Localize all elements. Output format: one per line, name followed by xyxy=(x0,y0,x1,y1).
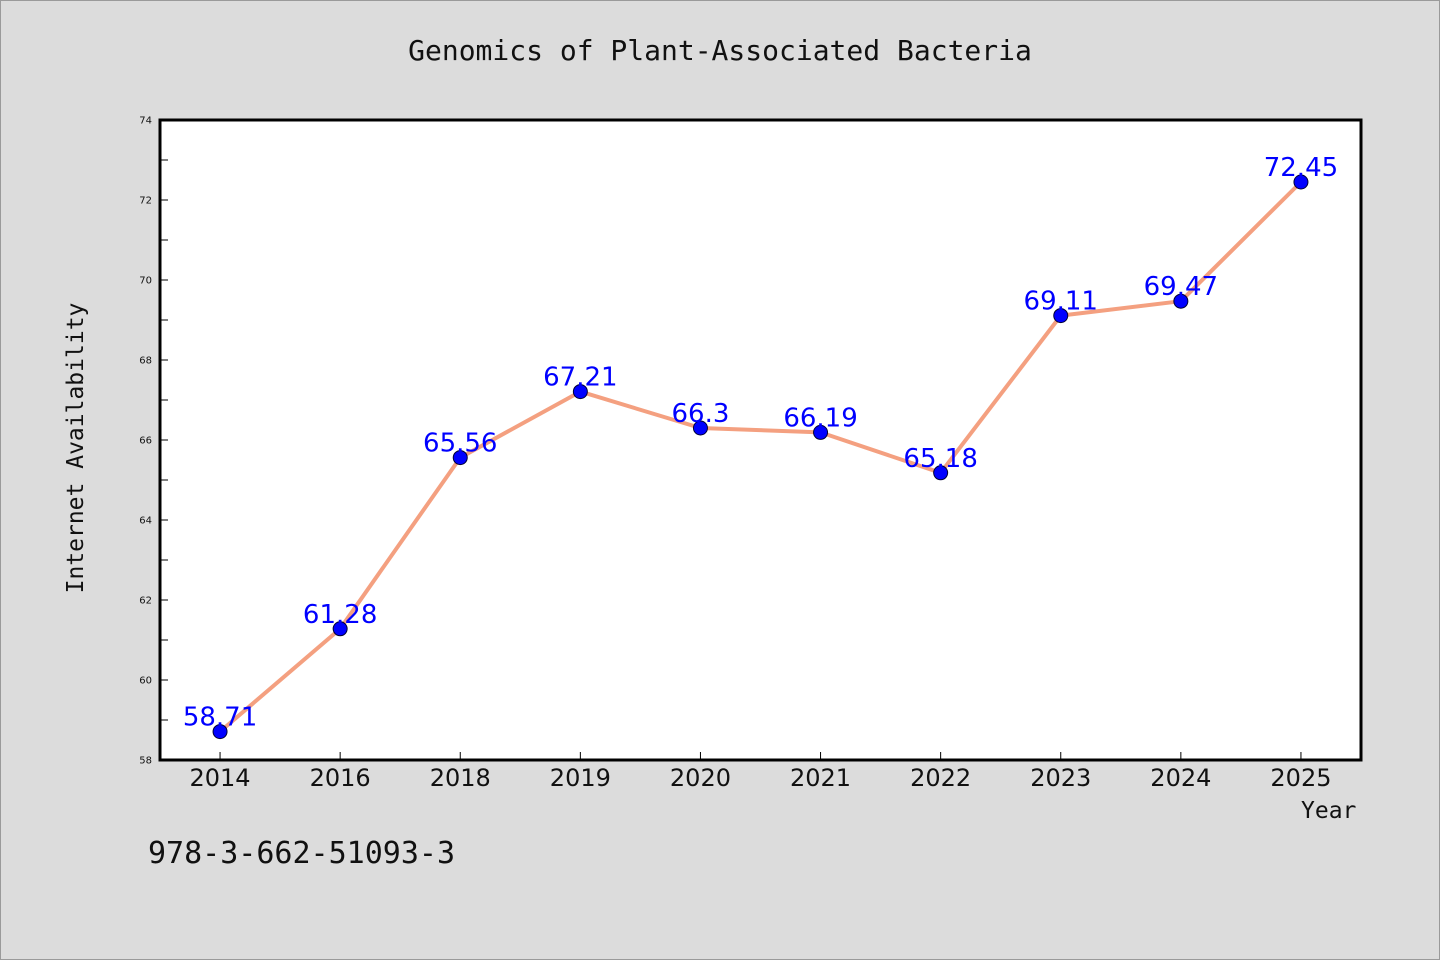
x-tick-label: 2021 xyxy=(790,764,851,792)
data-label: 69.11 xyxy=(1024,287,1098,317)
data-label: 72.45 xyxy=(1264,153,1338,183)
data-point xyxy=(1053,308,1069,324)
y-axis: 58 60 62 64 66 68 70 72 74 xyxy=(139,116,168,767)
data-point xyxy=(332,621,348,637)
x-tick-label: 2020 xyxy=(670,764,731,792)
x-tick-label: 2023 xyxy=(1030,764,1091,792)
x-tick-label: 2014 xyxy=(190,764,251,792)
x-tick-label: 2024 xyxy=(1150,764,1211,792)
data-point xyxy=(692,420,708,436)
x-tick-label: 2022 xyxy=(910,764,971,792)
data-label: 58.71 xyxy=(183,703,257,733)
data-point xyxy=(212,724,228,740)
y-tick-label: 72 xyxy=(139,196,152,207)
x-axis: 2014 2016 2018 2019 2020 2021 2022 2023 2024 2025 xyxy=(190,752,1331,792)
y-tick-label: 70 xyxy=(139,276,152,287)
x-tick-label: 2019 xyxy=(550,764,611,792)
y-tick-label: 64 xyxy=(139,516,152,527)
y-tick-label: 68 xyxy=(139,356,152,367)
plot-area xyxy=(158,118,1363,762)
data-point xyxy=(813,424,829,440)
x-tick-label: 2018 xyxy=(430,764,491,792)
y-tick-label: 74 xyxy=(139,116,152,127)
data-point xyxy=(1173,293,1189,309)
data-label: 61.28 xyxy=(303,600,377,630)
data-label: 65.56 xyxy=(423,429,497,459)
data-label: 66.19 xyxy=(783,403,857,433)
data-label: 67.21 xyxy=(543,363,617,393)
data-label: 65.18 xyxy=(903,444,977,474)
data-label: 66.3 xyxy=(672,399,730,429)
data-point xyxy=(452,450,468,466)
x-tick-label: 2025 xyxy=(1270,764,1331,792)
y-tick-label: 62 xyxy=(139,596,152,607)
data-point xyxy=(1293,174,1309,190)
y-tick-label: 66 xyxy=(139,436,152,447)
series-line xyxy=(218,180,1303,734)
isbn-footer: 978-3-662-51093-3 xyxy=(148,836,456,871)
y-tick-label: 60 xyxy=(139,676,152,687)
data-label: 69.47 xyxy=(1144,272,1218,302)
data-point xyxy=(933,465,949,481)
data-point xyxy=(572,384,588,400)
series-group: 58.71 61.28 65.56 67.21 66.3 66.19 65.18 69.11 6… xyxy=(183,153,1338,740)
x-axis-label: Year xyxy=(1301,798,1357,824)
x-tick-label: 2016 xyxy=(310,764,371,792)
chart-title: Genomics of Plant-Associated Bacteria xyxy=(408,34,1032,67)
y-tick-label: 58 xyxy=(139,756,152,767)
